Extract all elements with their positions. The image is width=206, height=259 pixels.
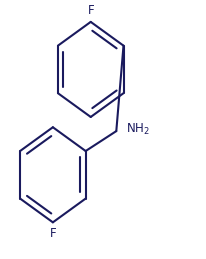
Text: NH$_2$: NH$_2$ [125,122,149,137]
Text: F: F [87,4,94,17]
Text: F: F [50,227,56,240]
